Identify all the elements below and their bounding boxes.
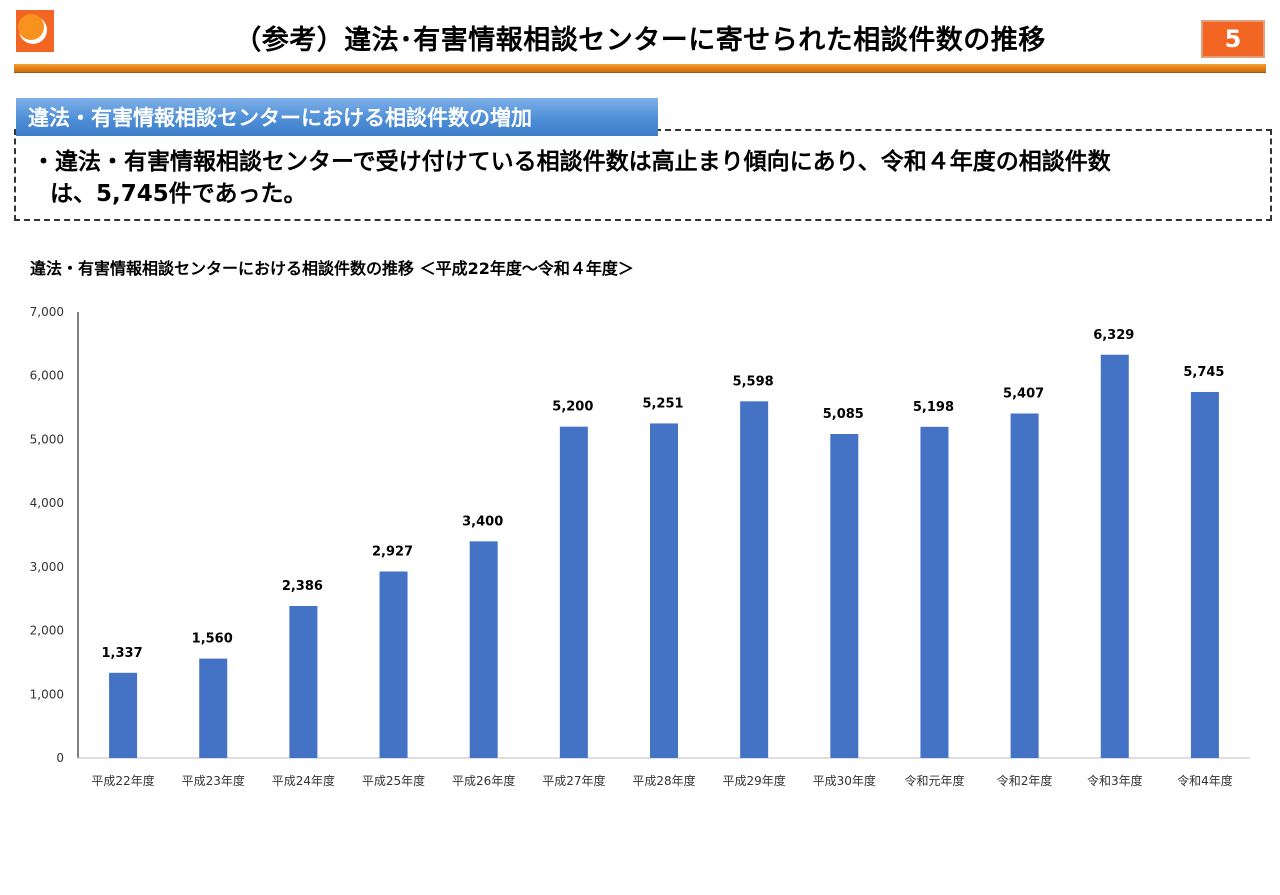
x-tick-label: 平成22年度 [91,773,154,788]
data-label: 5,200 [552,400,593,415]
summary-line-2: は、5,745件であった。 [50,181,307,207]
y-tick-label: 4,000 [30,496,64,510]
bar [740,401,769,758]
x-tick-label: 平成25年度 [362,773,425,788]
x-tick-label: 平成30年度 [813,773,876,788]
data-label: 2,386 [282,579,323,594]
y-tick-label: 6,000 [30,369,64,383]
data-label: 5,085 [823,407,864,422]
bar [830,434,859,758]
page-title: （参考）違法･有害情報相談センターに寄せられた相談件数の推移 [234,25,1046,56]
bar [1190,391,1219,758]
data-label: 6,329 [1093,328,1134,343]
bar [199,658,228,758]
data-label: 5,407 [1003,386,1044,401]
x-tick-label: 平成27年度 [542,773,605,788]
x-tick-label: 平成23年度 [182,773,245,788]
bar [559,426,588,758]
x-tick-label: 令和4年度 [1177,773,1233,788]
data-label: 5,251 [642,396,683,411]
section-heading: 違法・有害情報相談センターにおける相談件数の増加 [16,98,658,136]
data-label: 1,337 [102,646,143,661]
bar-chart: 0 1,000 2,000 3,000 4,000 5,000 6,000 7,000 1,33… [30,305,1250,788]
data-label: 5,745 [1183,365,1224,380]
y-tick-label: 3,000 [30,560,64,574]
chart-title: 違法・有害情報相談センターにおける相談件数の推移 ＜平成22年度～令和４年度＞ [30,259,634,278]
y-tick-label: 0 [56,751,64,765]
data-label: 2,927 [372,545,413,560]
logo-icon [16,10,54,52]
x-tick-label: 令和3年度 [1087,773,1143,788]
y-tick-label: 1,000 [30,687,64,701]
data-label: 5,198 [913,400,954,415]
y-tick-label: 2,000 [30,624,64,638]
title-divider [14,64,1266,73]
bar [109,672,138,758]
x-tick-label: 令和2年度 [997,773,1053,788]
bar [920,426,949,758]
x-tick-label: 平成24年度 [272,773,335,788]
data-label: 1,560 [192,632,233,647]
x-tick-label: 平成28年度 [632,773,695,788]
bar [379,571,408,758]
summary-line-1: ・違法・有害情報相談センターで受け付けている相談件数は高止まり傾向にあり、令和４… [32,149,1111,175]
bar [650,423,678,758]
page-number-badge: 5 [1201,20,1265,58]
x-tick-label: 平成26年度 [452,773,515,788]
data-label: 5,598 [733,374,774,389]
x-tick-label: 令和元年度 [904,773,964,788]
summary-text: ・違法・有害情報相談センターで受け付けている相談件数は高止まり傾向にあり、令和４… [32,146,1272,210]
bar [1100,354,1129,758]
x-tick-label: 平成29年度 [723,773,786,788]
bar [469,541,498,758]
bar [289,605,318,758]
y-tick-label: 7,000 [30,305,64,319]
data-label: 3,400 [462,514,503,529]
bar [1010,413,1039,758]
y-tick-label: 5,000 [30,432,64,446]
